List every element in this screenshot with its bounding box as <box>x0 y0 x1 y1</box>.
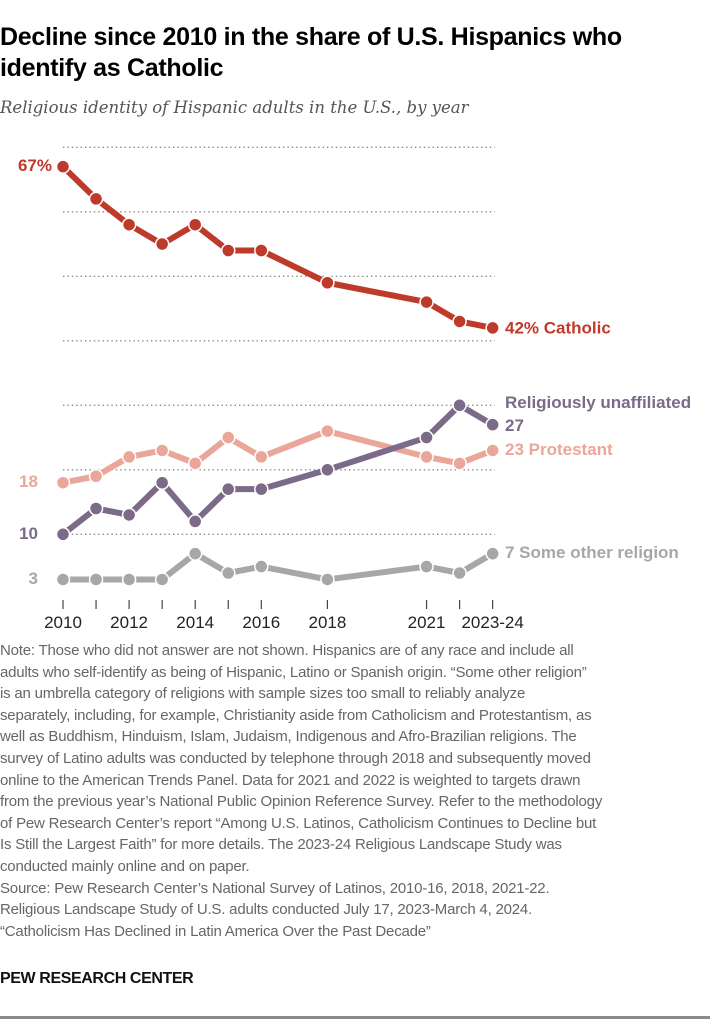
note-line: of Pew Research Center’s report “Among U… <box>0 814 597 832</box>
data-point <box>419 294 434 310</box>
other-religion-end-label: 7 Some other religion <box>505 543 679 562</box>
unaffiliated-series-name: Religiously unaffiliated <box>505 393 691 412</box>
data-point <box>452 456 467 471</box>
data-point <box>485 320 500 336</box>
x-tick-label: 2010 <box>44 613 82 632</box>
data-point <box>187 217 203 232</box>
note-line: adults who self-identify as being of His… <box>0 663 587 681</box>
data-point <box>452 398 467 413</box>
data-point <box>221 481 236 497</box>
note-line: “Catholicism Has Declined in Latin Ameri… <box>0 922 431 940</box>
data-point <box>419 559 434 574</box>
data-point <box>154 443 170 458</box>
note-line: Note: Those who did not answer are not s… <box>0 642 574 659</box>
x-tick-label: 2012 <box>110 613 148 632</box>
data-point <box>485 417 500 432</box>
note-line: is an umbrella category of religions wit… <box>0 685 526 703</box>
data-point <box>452 314 467 329</box>
x-tick-label: 2014 <box>176 613 214 632</box>
note-line: Is Still the Largest Faith” for more det… <box>0 836 562 854</box>
data-point <box>187 456 203 471</box>
title-line: Decline since 2010 in the share of U.S. … <box>0 23 622 51</box>
data-point <box>254 559 269 574</box>
data-point <box>55 159 71 174</box>
note-line: separately, including, for example, Chri… <box>0 706 592 724</box>
data-point <box>452 565 467 581</box>
data-point <box>419 449 434 465</box>
note-line: from the previous year’s National Public… <box>0 793 603 811</box>
data-point <box>88 469 104 484</box>
data-point <box>154 572 170 587</box>
data-point <box>254 243 269 258</box>
data-point <box>88 572 104 587</box>
catholic-start-label: 67% <box>18 156 52 175</box>
data-point <box>154 236 170 252</box>
note-line: survey of Latino adults was conducted by… <box>0 749 591 767</box>
protestant-start-label: 18 <box>19 472 38 491</box>
data-point <box>154 475 170 490</box>
catholic-end-label: 42% Catholic <box>505 318 611 337</box>
unaffiliated-end-label: 27 <box>505 416 524 435</box>
note-line: online to the American Trends Panel. Dat… <box>0 771 581 789</box>
line-chart: 2010 2012 2014 2016 2018 2021 2023-24 67% 42% Ca… <box>18 146 691 632</box>
data-point <box>88 501 104 516</box>
data-point <box>221 243 236 258</box>
data-point <box>320 572 335 587</box>
data-point <box>320 275 335 290</box>
note-line: Religious Landscape Study of U.S. adults… <box>0 901 533 919</box>
x-tick-label: 2023-24 <box>461 613 523 632</box>
note-line: conducted mainly online and on paper. <box>0 857 250 875</box>
data-point <box>88 191 104 207</box>
data-point <box>254 481 269 497</box>
other-religion-start-label: 3 <box>29 569 38 588</box>
source-logo-text: PEW RESEARCH CENTER <box>0 970 194 987</box>
data-point <box>221 565 236 581</box>
x-tick-label: 2016 <box>242 613 280 632</box>
title-line: identify as Catholic <box>0 54 224 82</box>
chart-notes: Note: Those who did not answer are not s… <box>0 640 602 942</box>
chart-subtitle: Religious identity of Hispanic adults in… <box>0 98 469 117</box>
data-point <box>55 527 71 542</box>
chart-title: Decline since 2010 in the share of U.S. … <box>0 22 700 84</box>
note-line: Source: Pew Research Center’s National S… <box>0 879 550 897</box>
data-point <box>485 443 500 458</box>
data-point <box>187 546 203 561</box>
bottom-divider <box>0 1016 710 1019</box>
data-point <box>187 514 203 529</box>
protestant-end-label: 23 Protestant <box>505 440 613 459</box>
unaffiliated-start-label: 10 <box>19 524 38 543</box>
data-point <box>320 423 335 439</box>
data-point <box>55 572 71 587</box>
note-line: well as Buddhism, Hinduism, Islam, Judai… <box>0 728 577 746</box>
data-point <box>221 430 236 445</box>
data-point <box>121 217 137 232</box>
data-point <box>121 507 137 523</box>
data-point <box>320 462 335 478</box>
data-point <box>55 475 71 490</box>
x-tick-label: 2018 <box>308 613 346 632</box>
data-point <box>121 572 137 587</box>
data-point <box>254 449 269 465</box>
data-point <box>419 430 434 445</box>
data-point <box>485 546 500 561</box>
x-tick-label: 2021 <box>408 613 446 632</box>
data-point <box>121 449 137 465</box>
